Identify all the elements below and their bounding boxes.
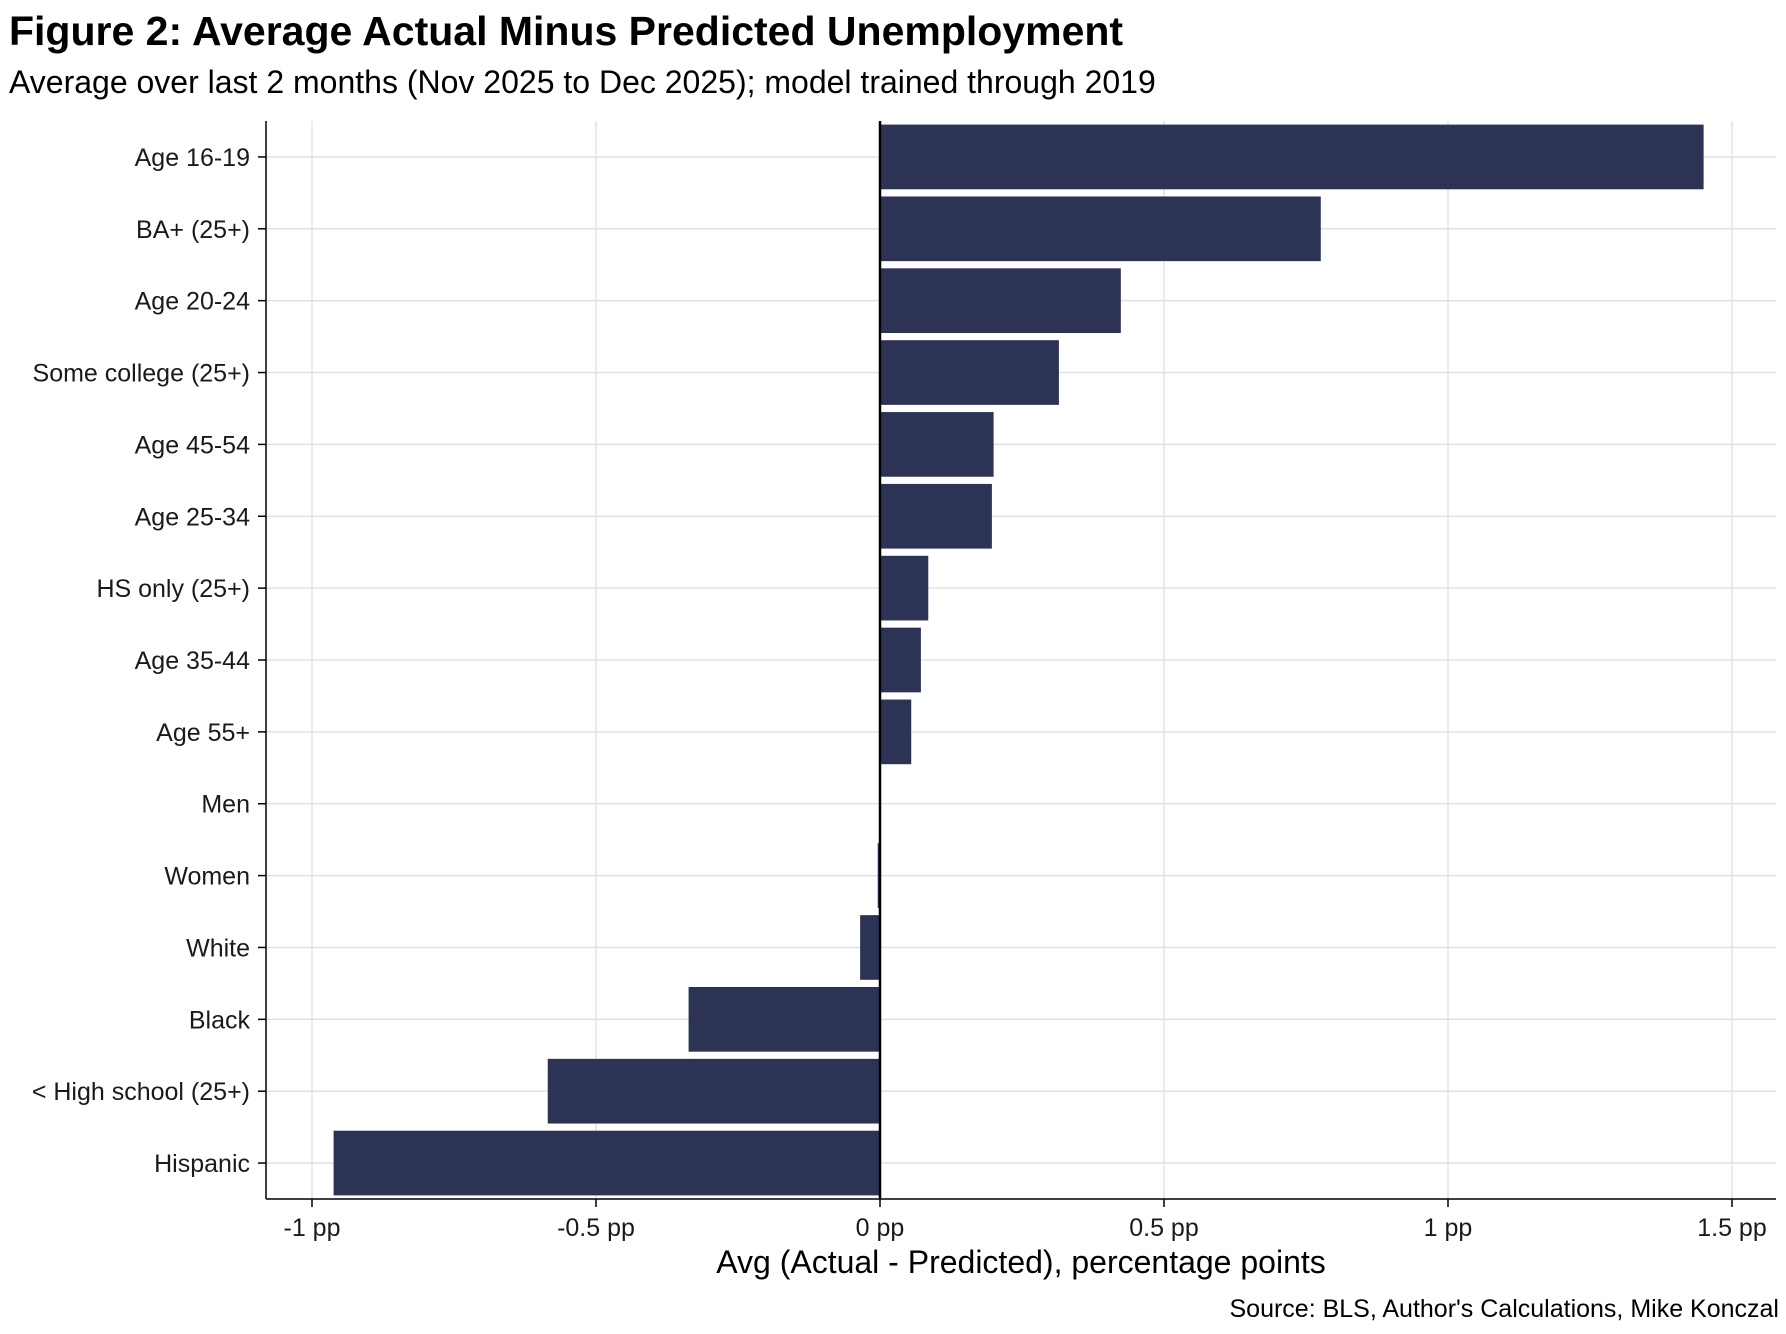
chart-subtitle: Average over last 2 months (Nov 2025 to …	[9, 64, 1156, 100]
bar	[880, 699, 912, 765]
bar	[880, 268, 1121, 334]
y-tick-label: Women	[164, 863, 250, 891]
y-tick-label: Some college (25+)	[33, 360, 250, 388]
y-tick-label: < High school (25+)	[32, 1078, 250, 1106]
bar-layer	[333, 124, 1704, 1196]
chart-caption: Source: BLS, Author's Calculations, Mike…	[1229, 1295, 1780, 1323]
bar	[333, 1130, 881, 1196]
bar	[688, 986, 880, 1052]
x-axis-title: Avg (Actual - Predicted), percentage poi…	[716, 1244, 1326, 1280]
y-tick-label: Hispanic	[154, 1150, 250, 1178]
x-tick-label: 1.5 pp	[1697, 1214, 1767, 1242]
y-tick-label: Age 35-44	[135, 647, 250, 675]
y-tick-label: Age 45-54	[135, 431, 250, 459]
bar	[880, 483, 992, 549]
bar	[880, 627, 921, 693]
y-tick-layer: Age 16-19 BA+ (25+) Age 20-24 Some college …	[32, 144, 266, 1178]
y-tick-label: Age 55+	[156, 719, 250, 747]
x-tick-label: 1 pp	[1424, 1214, 1473, 1242]
y-tick-label: White	[186, 934, 250, 962]
y-tick-label: Men	[201, 791, 250, 819]
y-tick-label: Black	[189, 1006, 251, 1034]
y-tick-label: Age 16-19	[135, 144, 250, 172]
y-tick-label: Age 25-34	[135, 503, 250, 531]
x-tick-layer: -1 pp -0.5 pp 0 pp 0.5 pp 1 pp 1.5 pp	[284, 1199, 1767, 1242]
y-tick-label: Age 20-24	[135, 288, 250, 316]
x-tick-label: 0 pp	[856, 1214, 905, 1242]
x-tick-label: -1 pp	[284, 1214, 341, 1242]
bar	[880, 555, 929, 621]
bar	[880, 124, 1704, 190]
y-tick-label: BA+ (25+)	[136, 216, 250, 244]
chart-title: Figure 2: Average Actual Minus Predicted…	[9, 8, 1124, 54]
bar	[860, 915, 880, 980]
bar	[547, 1058, 880, 1124]
y-tick-label: HS only (25+)	[96, 575, 250, 603]
x-tick-label: -0.5 pp	[557, 1214, 635, 1242]
bar	[880, 340, 1059, 405]
x-tick-label: 0.5 pp	[1129, 1214, 1199, 1242]
bar	[880, 412, 994, 477]
bar	[880, 196, 1321, 262]
